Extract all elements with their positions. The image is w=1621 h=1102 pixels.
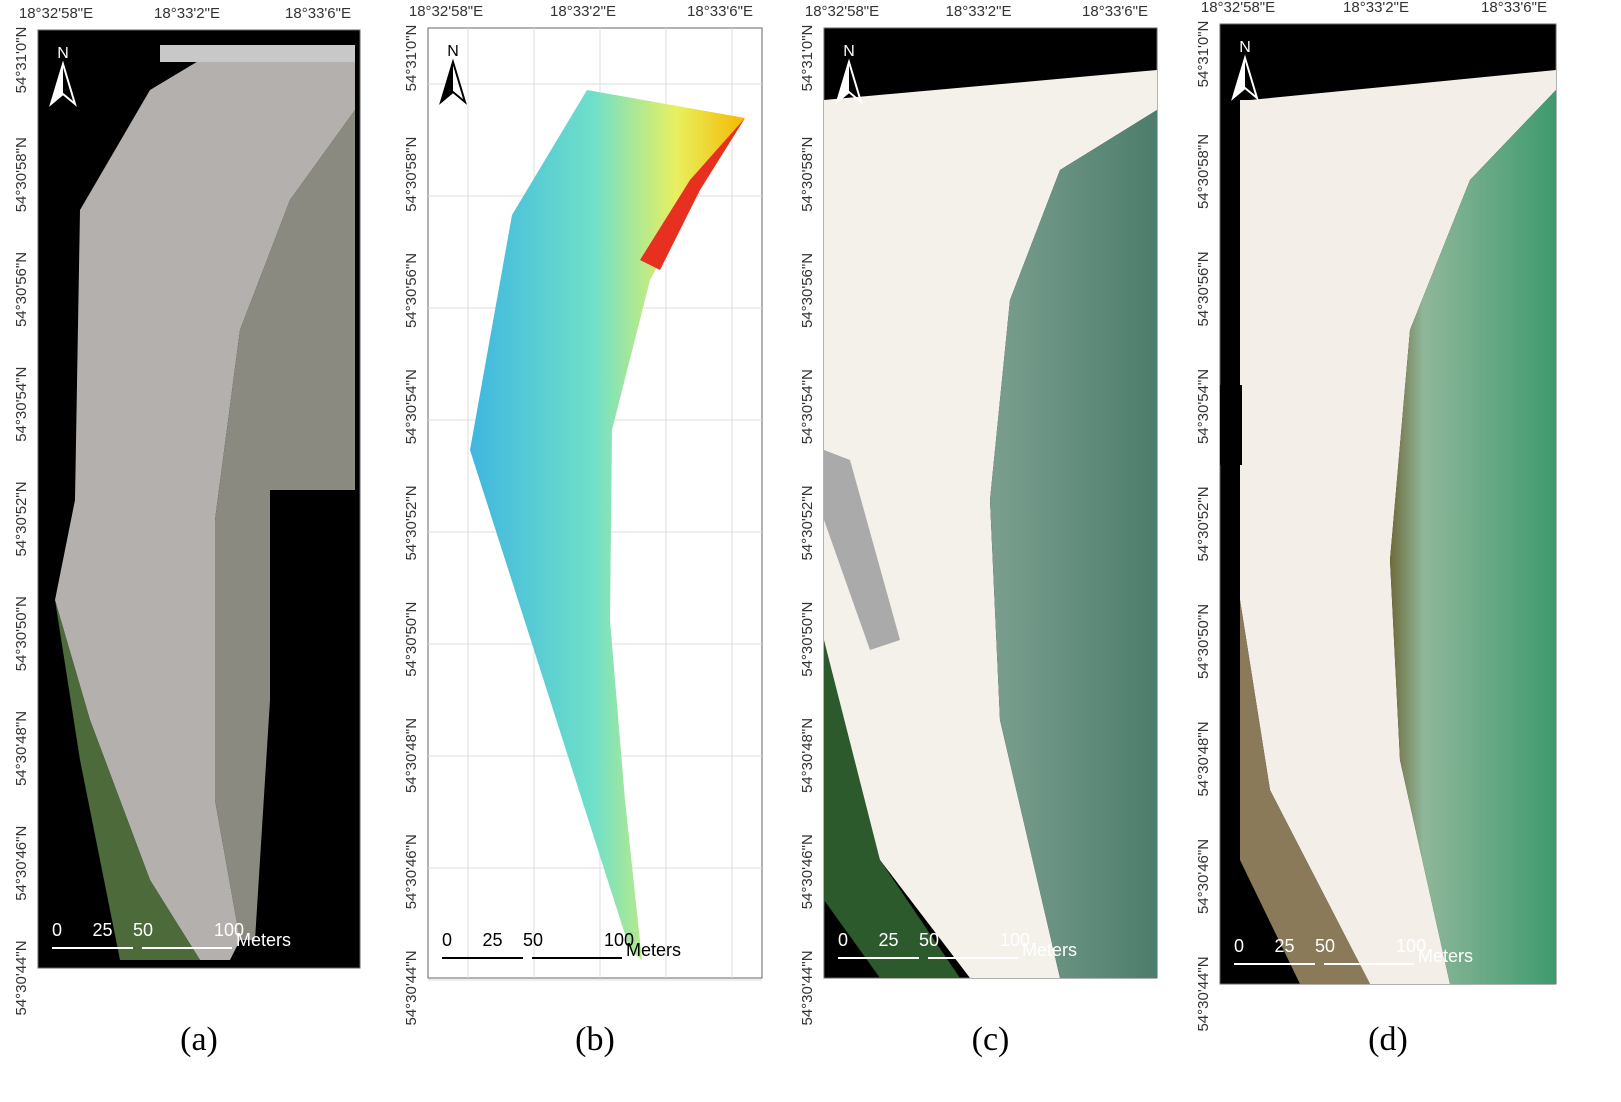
- lon-label: 18°33'6"E: [687, 3, 753, 20]
- panel-caption: (b): [575, 1021, 615, 1058]
- panel-caption: (a): [180, 1021, 218, 1058]
- trees: [824, 640, 960, 978]
- scale-unit: Meters: [1418, 946, 1473, 966]
- lat-label: 54°30'58"N: [1195, 134, 1212, 209]
- lat-label: 54°31'0"N: [403, 25, 420, 92]
- scale-label: 0: [442, 930, 452, 950]
- pier: [160, 45, 355, 62]
- park: [1240, 600, 1370, 984]
- lat-label: 54°30'44"N: [13, 940, 30, 1015]
- lat-label: 54°30'50"N: [13, 596, 30, 671]
- lat-label: 54°30'52"N: [13, 481, 30, 556]
- lat-label: 54°30'44"N: [799, 950, 816, 1025]
- lat-label: 54°31'0"N: [1195, 21, 1212, 88]
- lat-label: 54°30'56"N: [403, 253, 420, 328]
- lon-label: 18°33'6"E: [1082, 3, 1148, 20]
- map-panel: 18°32'58"E 18°33'2"E 18°33'6"E 54°31'0"N 54°…: [13, 5, 361, 1058]
- lat-label: 54°30'56"N: [13, 252, 30, 327]
- lat-label: 54°30'48"N: [1195, 721, 1212, 796]
- lat-label: 54°31'0"N: [13, 27, 30, 94]
- lon-label: 18°33'6"E: [1481, 0, 1547, 16]
- lat-label: 54°30'44"N: [403, 950, 420, 1025]
- scale-label: 100: [604, 930, 634, 950]
- scale-label: 50: [919, 930, 939, 950]
- lon-label: 18°32'58"E: [19, 5, 93, 22]
- scale-label: 50: [1315, 936, 1335, 956]
- beach: [824, 70, 1157, 978]
- lat-label: 54°30'48"N: [799, 718, 816, 793]
- north-label: N: [1239, 39, 1251, 56]
- water: [215, 110, 355, 940]
- lat-label: 54°30'50"N: [799, 602, 816, 677]
- scale-label: 0: [1234, 936, 1244, 956]
- north-label: N: [447, 43, 459, 60]
- north-arrow-fill: [51, 64, 63, 104]
- building: [824, 450, 900, 650]
- map-panel: 18°32'58"E 18°33'2"E 18°33'6"E 54°31'0"N 54°…: [403, 3, 763, 1058]
- panel-caption: (c): [972, 1021, 1010, 1058]
- lat-label: 54°30'56"N: [1195, 251, 1212, 326]
- lat-label: 54°31'0"N: [799, 25, 816, 92]
- lat-label: 54°30'54"N: [1195, 369, 1212, 444]
- scale-label: 25: [483, 930, 503, 950]
- map-panel: 18°32'58"E 18°33'2"E 18°33'6"E 54°31'0"N 54°…: [1195, 0, 1557, 1058]
- lon-label: 18°32'58"E: [805, 3, 879, 20]
- lon-label: 18°33'2"E: [1343, 0, 1409, 16]
- north-arrow-fill: [441, 62, 453, 102]
- north-arrow-fill: [1233, 58, 1245, 98]
- elevation-high: [640, 118, 745, 270]
- lat-label: 54°30'58"N: [13, 137, 30, 212]
- lat-label: 54°30'50"N: [1195, 604, 1212, 679]
- lat-label: 54°30'44"N: [1195, 956, 1212, 1031]
- scale-label: 25: [1275, 936, 1295, 956]
- lat-label: 54°30'52"N: [403, 485, 420, 560]
- lon-label: 18°32'58"E: [1201, 0, 1275, 16]
- lon-label: 18°33'2"E: [154, 5, 220, 22]
- north-arrow-fill: [837, 62, 849, 102]
- lon-label: 18°33'6"E: [285, 5, 351, 22]
- scale-label: 100: [214, 920, 244, 940]
- scale-label: 0: [52, 920, 62, 940]
- scale-label: 100: [1000, 930, 1030, 950]
- sea: [1390, 90, 1556, 984]
- elevation-surface: [470, 90, 745, 960]
- lat-label: 54°30'56"N: [799, 253, 816, 328]
- scale-label: 25: [93, 920, 113, 940]
- scale-unit: Meters: [1022, 940, 1077, 960]
- lat-label: 54°30'48"N: [13, 711, 30, 786]
- lat-label: 54°30'50"N: [403, 602, 420, 677]
- lon-label: 18°33'2"E: [550, 3, 616, 20]
- lat-label: 54°30'46"N: [1195, 839, 1212, 914]
- sea: [990, 110, 1157, 978]
- scale-label: 25: [879, 930, 899, 950]
- north-label: N: [57, 45, 69, 62]
- lat-label: 54°30'58"N: [799, 137, 816, 212]
- trees: [55, 600, 200, 960]
- lat-label: 54°30'46"N: [13, 826, 30, 901]
- panel-caption: (d): [1368, 1021, 1408, 1058]
- north-label: N: [843, 43, 855, 60]
- scale-unit: Meters: [626, 940, 681, 960]
- scale-label: 50: [133, 920, 153, 940]
- no-data: [1220, 385, 1242, 465]
- lat-label: 54°30'54"N: [13, 367, 30, 442]
- scale-unit: Meters: [236, 930, 291, 950]
- lat-label: 54°30'54"N: [403, 369, 420, 444]
- lat-label: 54°30'54"N: [799, 369, 816, 444]
- lon-label: 18°32'58"E: [409, 3, 483, 20]
- scale-label: 100: [1396, 936, 1426, 956]
- beach: [1240, 70, 1556, 984]
- lat-label: 54°30'58"N: [403, 137, 420, 212]
- scale-label: 0: [838, 930, 848, 950]
- scale-label: 50: [523, 930, 543, 950]
- lat-label: 54°30'46"N: [403, 834, 420, 909]
- lat-label: 54°30'48"N: [403, 718, 420, 793]
- lat-label: 54°30'52"N: [1195, 486, 1212, 561]
- lat-label: 54°30'46"N: [799, 834, 816, 909]
- lon-label: 18°33'2"E: [946, 3, 1012, 20]
- beach: [55, 60, 355, 960]
- lat-label: 54°30'52"N: [799, 485, 816, 560]
- map-panel: 18°32'58"E 18°33'2"E 18°33'6"E 54°31'0"N 54°…: [799, 3, 1158, 1058]
